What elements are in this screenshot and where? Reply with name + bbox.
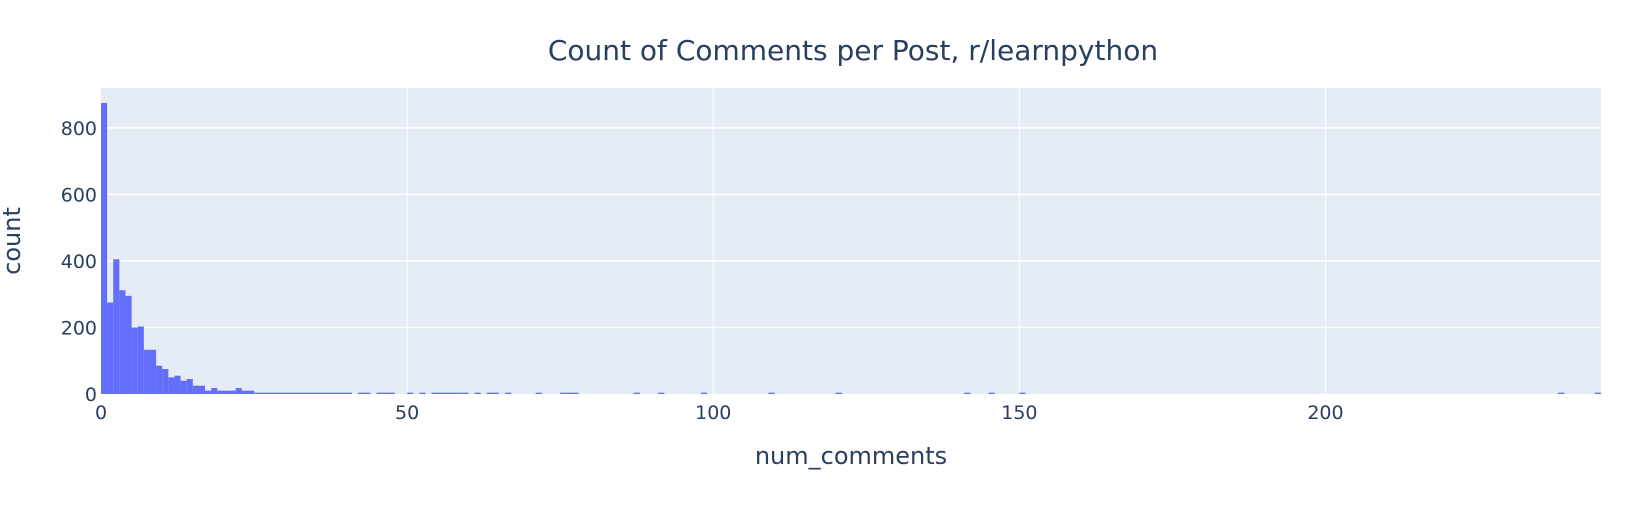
y-tick-label: 600 xyxy=(61,184,97,206)
histogram-bar xyxy=(315,392,322,394)
histogram-bar xyxy=(566,392,573,394)
histogram-bar xyxy=(113,259,120,394)
histogram-bar xyxy=(296,392,304,394)
histogram-bar xyxy=(437,392,444,394)
histogram-bar xyxy=(333,392,340,394)
histogram-bar xyxy=(229,390,236,394)
histogram-bar xyxy=(456,392,463,394)
histogram-bar xyxy=(101,102,108,394)
y-axis-title: count xyxy=(0,207,26,275)
histogram-bar xyxy=(137,326,144,394)
x-tick-label: 150 xyxy=(1001,402,1037,424)
histogram-bar xyxy=(835,392,842,394)
histogram-bar xyxy=(1594,392,1601,394)
histogram-bar xyxy=(768,392,775,394)
x-tick-label: 0 xyxy=(95,402,107,424)
histogram-bar xyxy=(327,392,334,394)
histogram-bar xyxy=(241,390,248,394)
histogram-bar xyxy=(633,392,640,394)
histogram-bar xyxy=(235,388,242,394)
histogram-bar xyxy=(462,392,469,394)
histogram-bar xyxy=(107,302,114,394)
histogram-bar xyxy=(278,392,285,394)
histogram-bar xyxy=(492,392,499,394)
histogram-bar xyxy=(1019,392,1026,394)
y-tick-label: 200 xyxy=(61,317,97,339)
histogram-bar xyxy=(272,392,279,394)
histogram-bar xyxy=(658,392,665,394)
histogram-bar xyxy=(701,392,708,394)
histogram-bar xyxy=(535,392,542,394)
histogram-bar xyxy=(247,390,255,394)
histogram-bar xyxy=(266,392,273,394)
histogram-bar xyxy=(260,392,267,394)
x-tick-label: 50 xyxy=(395,402,419,424)
histogram-bar xyxy=(486,392,493,394)
y-tick-label: 0 xyxy=(85,384,97,406)
histogram-bar xyxy=(156,365,163,394)
x-tick-label: 200 xyxy=(1307,402,1343,424)
histogram-bar xyxy=(560,392,567,394)
histogram-bar xyxy=(572,392,579,394)
x-axis-title: num_comments xyxy=(755,442,947,470)
histogram-bar xyxy=(376,392,383,394)
histogram-bar xyxy=(119,290,126,394)
histogram-bar xyxy=(382,392,389,394)
histogram-bar xyxy=(162,369,169,394)
histogram-bar xyxy=(988,392,995,394)
histogram-bar xyxy=(321,392,328,394)
x-tick-labels: 0 50 100 150 200 xyxy=(95,402,1344,424)
histogram-bar xyxy=(125,295,132,394)
chart-title: Count of Comments per Post, r/learnpytho… xyxy=(548,34,1158,67)
histogram-bar xyxy=(180,380,187,394)
histogram-bar xyxy=(309,392,316,394)
histogram-bar xyxy=(186,379,193,394)
histogram-bar xyxy=(223,390,230,394)
histogram-bar xyxy=(143,349,150,394)
histogram-bar xyxy=(505,392,512,394)
histogram-bar xyxy=(211,388,218,394)
histogram-bar xyxy=(964,392,971,394)
histogram-bar xyxy=(358,392,365,394)
histogram-bar xyxy=(284,392,291,394)
histogram-bar xyxy=(168,377,175,394)
histogram-bar xyxy=(303,392,310,394)
y-tick-label: 400 xyxy=(61,251,97,273)
histogram-bar xyxy=(443,392,450,394)
histogram-bar xyxy=(192,385,199,394)
x-tick-label: 100 xyxy=(695,402,731,424)
histogram-bar xyxy=(149,349,157,394)
histogram-bar xyxy=(339,392,346,394)
histogram-bar xyxy=(449,392,457,394)
histogram-bar xyxy=(290,392,297,394)
histogram-bar xyxy=(1558,392,1565,394)
histogram-bar xyxy=(131,327,138,394)
gridlines xyxy=(101,88,1601,394)
histogram-bar xyxy=(345,392,353,394)
histogram-bar xyxy=(205,390,212,394)
y-tick-labels: 0 200 400 600 800 xyxy=(61,118,97,406)
histogram-bar xyxy=(419,392,426,394)
histogram-bar xyxy=(407,392,414,394)
histogram-bar xyxy=(198,385,206,394)
bars xyxy=(101,102,1601,394)
histogram-bar xyxy=(217,390,224,394)
histogram-bar xyxy=(254,392,261,394)
histogram-bar xyxy=(431,392,438,394)
histogram-bar xyxy=(364,392,371,394)
plot-area xyxy=(101,88,1601,394)
histogram-bar xyxy=(174,375,181,394)
histogram-bar xyxy=(474,392,481,394)
y-tick-label: 800 xyxy=(61,118,97,140)
histogram-bar xyxy=(388,392,395,394)
